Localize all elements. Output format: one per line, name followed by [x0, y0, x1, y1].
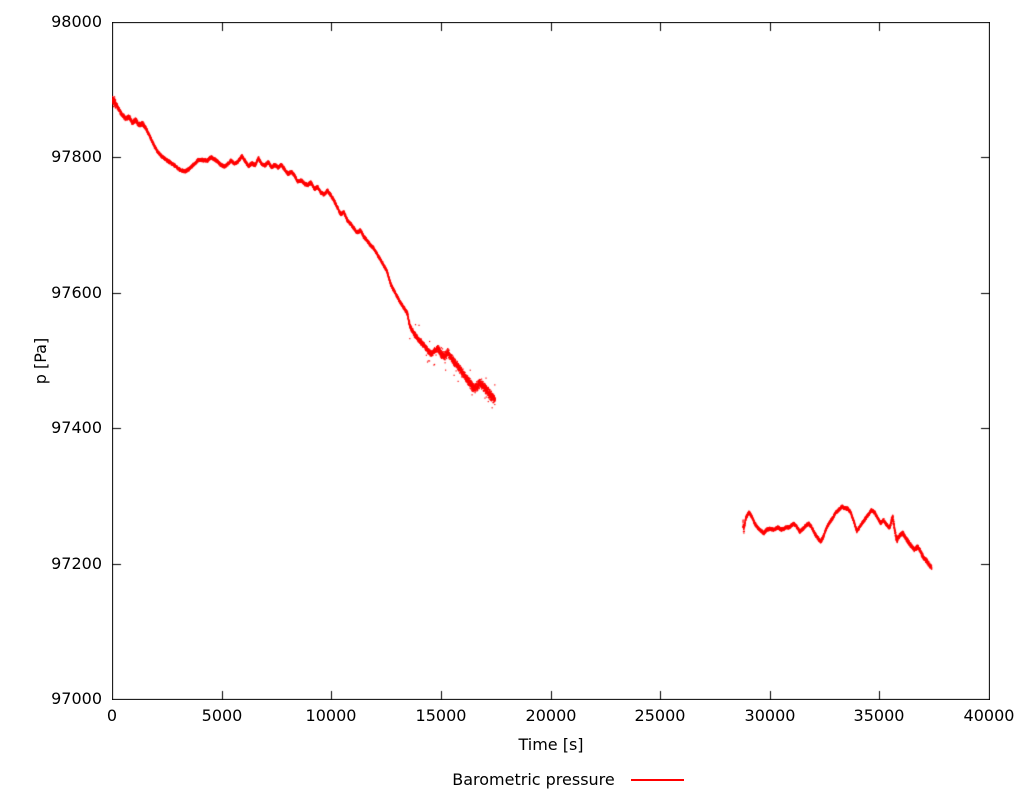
x-tick-label: 30000 [744, 706, 796, 725]
x-tick-label: 5000 [201, 706, 243, 725]
y-tick-label: 97200 [51, 554, 102, 573]
legend-line-sample-icon [630, 779, 684, 781]
y-tick-label: 98000 [51, 12, 102, 31]
x-tick-label: 0 [106, 706, 118, 725]
y-tick-label: 97400 [51, 418, 102, 437]
x-tick-label: 25000 [634, 706, 686, 725]
y-tick-label: 97800 [51, 147, 102, 166]
plot-area [112, 22, 990, 700]
x-tick-label: 10000 [305, 706, 357, 725]
legend: Barometric pressure [0, 770, 1024, 790]
x-tick-label: 15000 [415, 706, 467, 725]
x-tick-label: 35000 [853, 706, 905, 725]
y-tick-label: 97600 [51, 283, 102, 302]
y-axis-title: p [Pa] [31, 337, 50, 385]
legend-label: Barometric pressure [452, 770, 615, 789]
x-tick-label: 40000 [963, 706, 1015, 725]
x-axis-title: Time [s] [518, 735, 584, 754]
x-tick-label: 20000 [525, 706, 577, 725]
y-tick-label: 97000 [51, 689, 102, 708]
